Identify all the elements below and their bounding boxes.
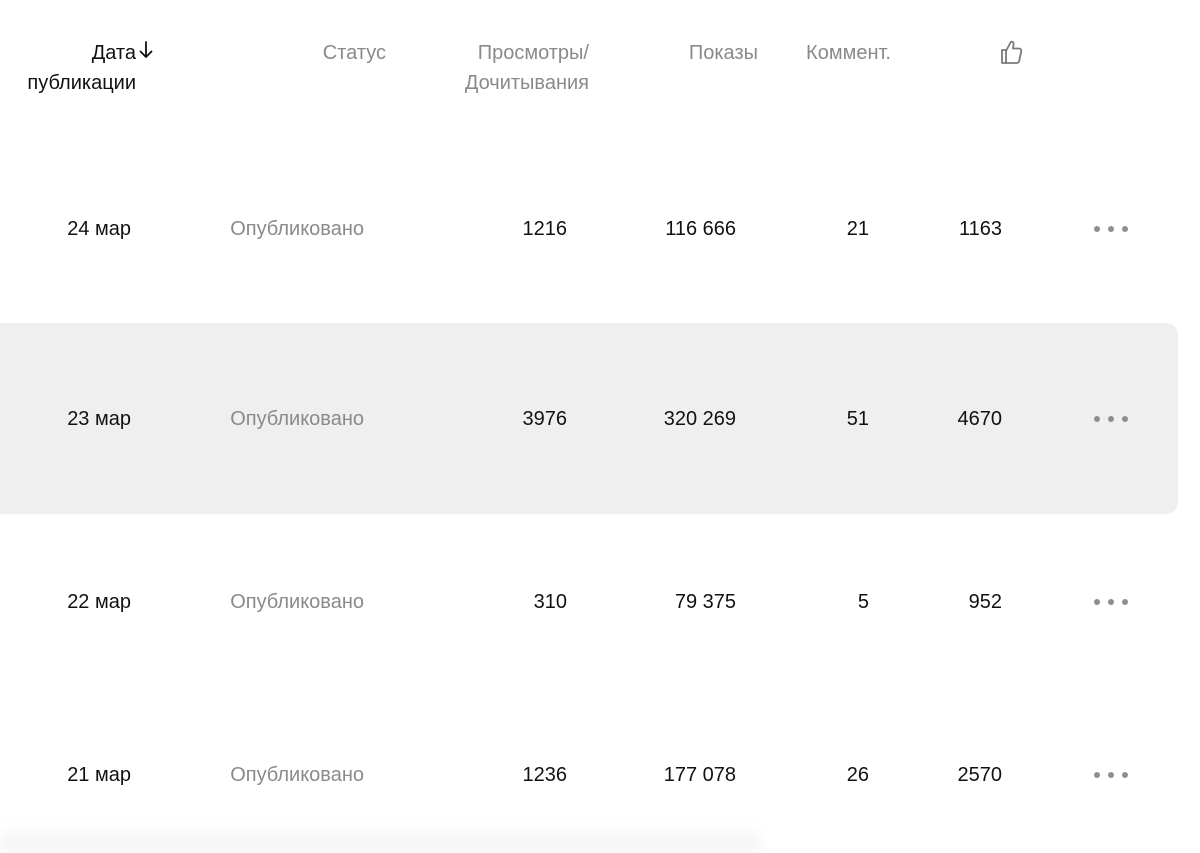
cell-date: 21 мар [67,764,131,786]
cell-likes: 952 [968,591,1002,613]
thumbs-up-icon[interactable] [998,38,1024,66]
cell-likes: 1163 [958,218,1002,240]
table-row[interactable]: 21 мар Опубликовано 1236 177 078 26 2570 [0,690,1178,853]
cell-status: Опубликовано [230,407,364,430]
cell-likes: 4670 [957,407,1003,430]
more-horizontal-icon[interactable] [1094,596,1128,608]
cell-comments: 51 [846,407,869,430]
cell-shows: 116 666 [665,218,736,240]
column-header-views-label-2: Дочитывания [464,72,589,94]
more-horizontal-icon[interactable] [1094,413,1128,425]
more-horizontal-icon[interactable] [1094,769,1128,781]
cell-shows: 79 375 [674,591,736,613]
cell-views: 310 [533,591,567,613]
cell-status: Опубликовано [230,218,364,240]
column-header-shows[interactable]: Показы [688,42,758,64]
cell-date: 22 мар [67,591,131,613]
column-header-views-label: Просмотры/ [477,42,589,64]
cell-date: 24 мар [67,218,131,240]
column-header-date-label-2: публикации [27,72,136,94]
column-header-status[interactable]: Статус [322,42,386,64]
cell-comments: 21 [846,218,869,240]
arrow-down-icon [139,41,153,58]
cell-likes: 2570 [957,764,1003,786]
cell-status: Опубликовано [230,764,364,786]
cell-shows: 320 269 [663,407,736,430]
table-row[interactable]: 22 мар Опубликовано 310 79 375 5 952 [0,514,1178,690]
cell-status: Опубликовано [230,591,364,613]
table-row[interactable]: 24 мар Опубликовано 1216 116 666 21 1163 [0,134,1178,324]
cell-views: 1216 [522,218,568,240]
column-header-date-label: Дата [91,42,136,64]
table-row[interactable]: 23 мар Опубликовано 3976 320 269 51 4670 [0,323,1178,514]
cell-comments: 26 [846,764,869,786]
more-horizontal-icon[interactable] [1094,223,1128,235]
table-header: Дата публикации Статус Просмотры/ Дочиты… [0,0,1200,120]
column-header-comments[interactable]: Коммент. [806,42,891,64]
column-header-views[interactable]: Просмотры/ Дочитывания [465,38,589,98]
column-header-date[interactable]: Дата публикации [27,38,153,98]
bottom-shadow [0,823,760,853]
cell-shows: 177 078 [663,764,736,786]
cell-views: 3976 [522,407,568,430]
cell-views: 1236 [522,764,568,786]
cell-comments: 5 [857,591,869,613]
cell-date: 23 мар [67,407,131,430]
